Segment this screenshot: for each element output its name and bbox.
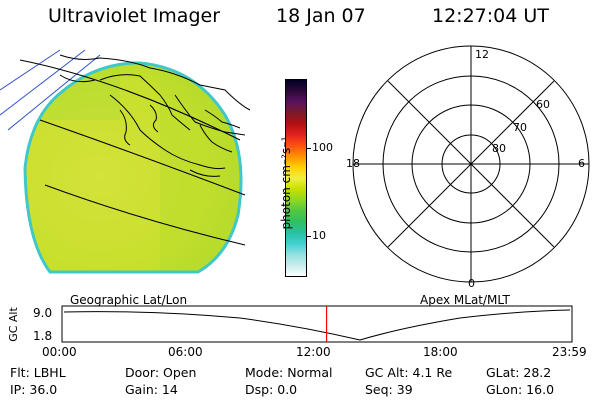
polar-label-12: 12 xyxy=(475,48,489,61)
info-glon: GLon: 16.0 xyxy=(486,382,555,397)
polar-label-18: 18 xyxy=(346,157,360,170)
timeline-x-tick-1: 06:00 xyxy=(168,345,203,359)
polar-label-70: 70 xyxy=(513,121,527,134)
info-mode: Mode: Normal xyxy=(245,365,333,380)
date-label: 18 Jan 07 xyxy=(276,5,366,27)
timeline-y-tick-low: 1.8 xyxy=(33,329,53,343)
timeline-x-tick-3: 18:00 xyxy=(423,345,458,359)
polar-plot xyxy=(352,45,590,283)
colorbar-unit-label: photon cm⁻²s⁻¹ xyxy=(279,136,293,230)
app-title: Ultraviolet Imager xyxy=(48,5,221,27)
info-gain: Gain: 14 xyxy=(125,382,178,397)
polar-label-80: 80 xyxy=(492,142,506,155)
polar-label-6: 6 xyxy=(578,157,585,170)
earth-image xyxy=(0,49,251,274)
colorbar-tick-mark xyxy=(307,148,311,149)
timeline-frame xyxy=(61,305,573,343)
colorbar-tick-100: 100 xyxy=(312,141,333,154)
info-seq: Seq: 39 xyxy=(365,382,413,397)
colorbar-tick-10: 10 xyxy=(312,229,326,242)
info-door: Door: Open xyxy=(125,365,197,380)
timeline-x-tick-0: 00:00 xyxy=(42,345,77,359)
colorbar xyxy=(285,79,307,277)
timeline-left-title: Geographic Lat/Lon xyxy=(70,293,188,307)
info-ip: IP: 36.0 xyxy=(10,382,58,397)
polar-label-60: 60 xyxy=(536,98,550,111)
timeline-right-title: Apex MLat/MLT xyxy=(420,293,510,307)
altitude-curve xyxy=(63,309,571,341)
info-glat: GLat: 28.2 xyxy=(486,365,552,380)
timeline-x-tick-2: 12:00 xyxy=(296,345,331,359)
info-flt: Flt: LBHL xyxy=(10,365,66,380)
colorbar-tick-mark xyxy=(307,236,311,237)
altitude-timeline xyxy=(61,305,573,343)
timeline-y-tick-high: 9.0 xyxy=(33,306,53,320)
timeline-x-tick-4: 23:59 xyxy=(552,345,587,359)
time-label: 12:27:04 UT xyxy=(432,5,549,27)
info-dsp: Dsp: 0.0 xyxy=(245,382,298,397)
polar-label-0: 0 xyxy=(468,277,475,290)
info-gc-alt: GC Alt: 4.1 Re xyxy=(365,365,453,380)
